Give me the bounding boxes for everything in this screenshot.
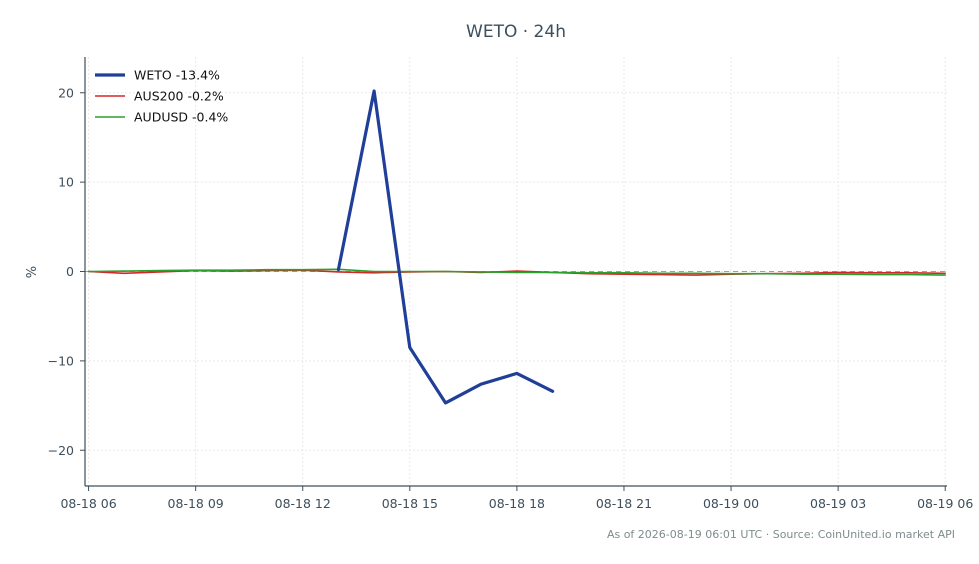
y-tick-label: 20 [58,85,74,100]
x-tick-label: 08-18 09 [168,496,224,511]
x-tick-label: 08-19 03 [810,496,866,511]
y-axis-label: % [25,266,40,278]
x-tick-label: 08-18 18 [489,496,545,511]
legend: WETO -13.4% AUS200 -0.2% AUDUSD -0.4% [95,68,228,125]
x-tick-label: 08-18 15 [382,496,438,511]
chart-title: WETO · 24h [466,22,566,42]
x-tick-label: 08-18 12 [275,496,331,511]
x-tick-label: 08-18 06 [60,496,116,511]
series-line-2 [338,91,552,403]
legend-label: WETO -13.4% [134,68,220,83]
y-tick-label: −20 [48,443,74,458]
x-axis-ticks: 08-18 06 08-18 09 08-18 12 08-18 15 08-18 18… [60,486,973,511]
x-tick-label: 08-19 00 [703,496,759,511]
y-axis-ticks: 20 10 0 −10 −20 [48,85,85,458]
y-tick-label: 0 [66,264,74,279]
y-tick-label: −10 [48,353,74,368]
x-tick-label: 08-19 06 [917,496,973,511]
legend-label: AUS200 -0.2% [134,89,224,104]
x-tick-label: 08-18 21 [596,496,652,511]
y-tick-label: 10 [58,175,74,190]
chart-footer: As of 2026-08-19 06:01 UTC · Source: Coi… [607,528,955,541]
legend-label: AUDUSD -0.4% [134,110,228,125]
